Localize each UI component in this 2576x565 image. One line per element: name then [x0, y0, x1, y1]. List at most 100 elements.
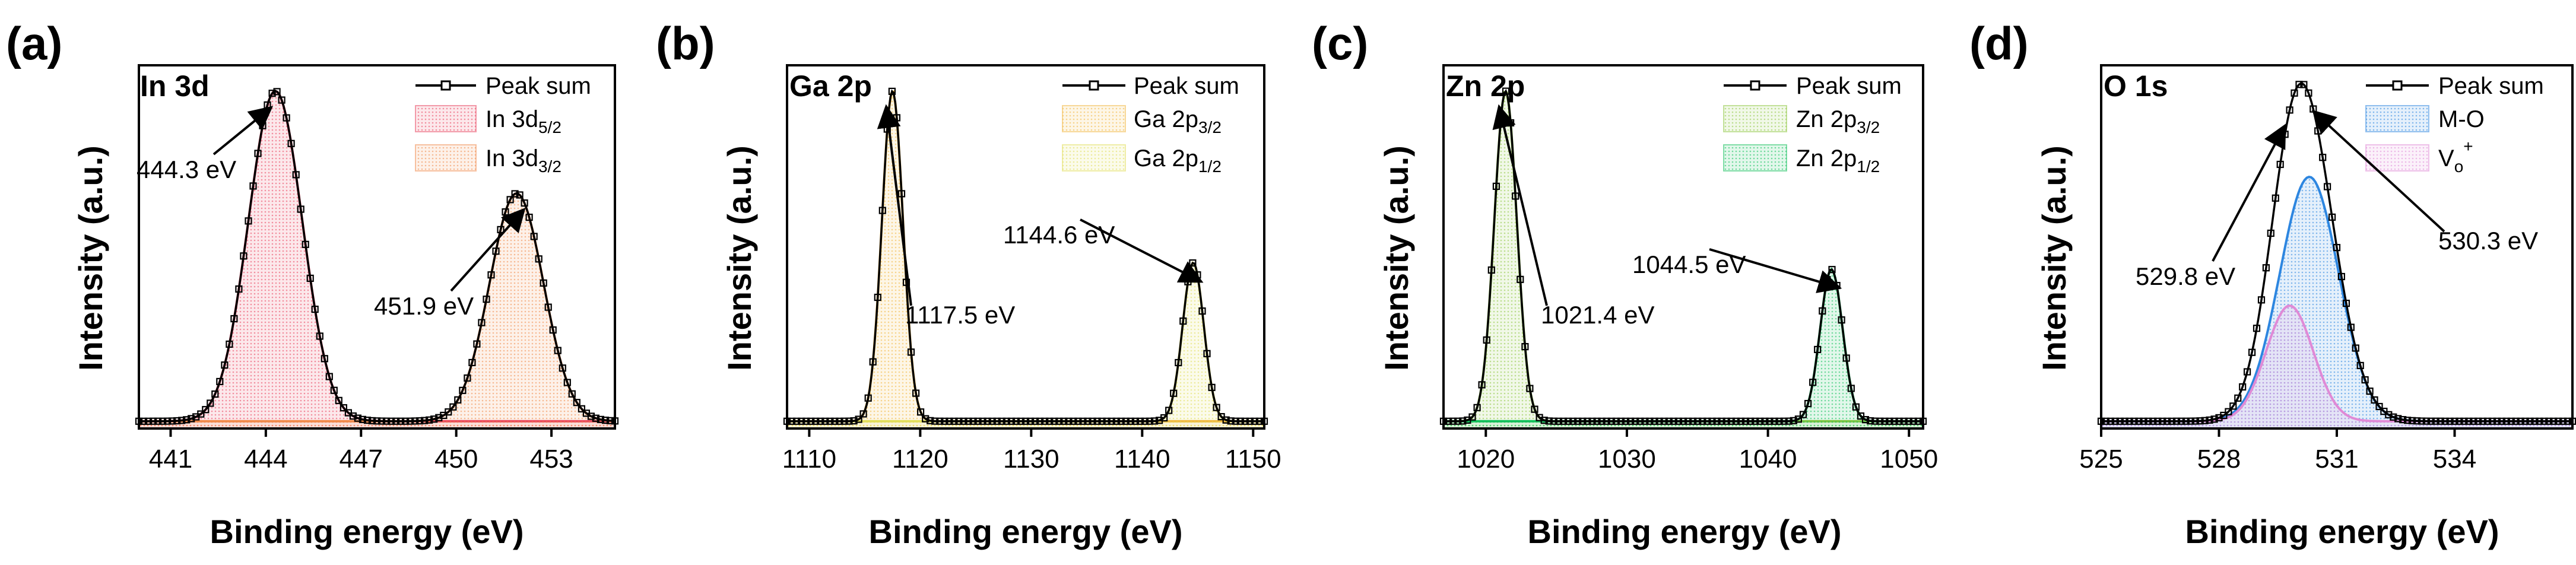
peak-sum-marker [1651, 417, 1658, 425]
peak-sum-marker [2531, 417, 2539, 425]
peak-sum-marker [1699, 417, 1706, 425]
peak-sum-marker [2564, 417, 2572, 425]
legend-swatch-1 [2365, 105, 2429, 132]
peak-sum-marker [521, 199, 528, 207]
plot-frame [1442, 64, 1924, 430]
peak-sum-marker [396, 417, 405, 425]
peak-sum-marker [254, 150, 262, 157]
annotation-peak-2: 1044.5 eV [1632, 250, 1746, 278]
x-tick-label: 1030 [1598, 445, 1656, 474]
legend-label-series-1: In 3d5/2 [486, 106, 561, 137]
peak-sum-marker [249, 182, 257, 190]
legend: Peak sum Ga 2p3/2 Ga 2p1/2 [1134, 73, 1239, 176]
peak-sum-marker [359, 415, 367, 423]
peak-sum-marker [1756, 417, 1764, 425]
x-tick-label: 1130 [1003, 445, 1059, 474]
peak-sum-marker [387, 417, 395, 425]
peak-sum-marker [960, 417, 967, 425]
peak-sum-marker [1881, 417, 1889, 425]
peak-sum-marker [979, 417, 986, 425]
peak-sum-marker [1165, 407, 1173, 414]
peak-sum-marker [2276, 160, 2284, 169]
y-axis-title: Intensity (a.u.) [1378, 145, 1415, 371]
legend-main-2: Zn 2p [1796, 145, 1857, 172]
peak-sum-marker [2196, 417, 2204, 425]
legend-label-series-2: In 3d3/2 [486, 145, 561, 176]
legend-label-series-2: Ga 2p1/2 [1134, 145, 1222, 176]
x-tick-label: 1050 [1880, 445, 1938, 474]
peak-sum-marker [1890, 417, 1898, 425]
x-tick-label: 528 [2197, 445, 2241, 474]
peak-sum-marker [563, 379, 571, 386]
peak-sum-marker [1003, 417, 1010, 425]
peak-sum-marker [993, 417, 1001, 425]
peak-sum-marker [1036, 417, 1044, 425]
plot-layer: 525 528 531 534 [2079, 64, 2576, 474]
legend-swatch-2 [1062, 144, 1126, 172]
peak-sum-marker [2272, 194, 2279, 202]
peak-sum-marker [1117, 417, 1125, 425]
peak-sum-marker [1684, 417, 1692, 425]
peak-sum-marker [2305, 89, 2312, 97]
peak-sum-marker [401, 417, 410, 425]
peak-sum-marker [1900, 417, 1908, 425]
legend-label-peak-sum: Peak sum [486, 73, 591, 99]
peak-sum-marker [1483, 336, 1490, 344]
peak-sum-marker [2498, 417, 2505, 425]
peak-sum-marker [1876, 417, 1884, 425]
peak-sum-marker [1847, 385, 1855, 392]
peak-sum-marker [154, 417, 162, 425]
peak-sum-marker [1255, 417, 1264, 425]
peak-sum-marker [1559, 417, 1568, 425]
peak-sum-marker [540, 279, 547, 287]
peak-sum-marker [525, 214, 533, 221]
peak-sum-marker [969, 417, 977, 425]
peak-sum-marker [1108, 417, 1115, 425]
peak-sum-marker [230, 315, 238, 323]
peak-sum-marker [316, 332, 323, 340]
peak-sum-marker [1775, 417, 1783, 425]
peak-sum-marker [2144, 417, 2152, 425]
x-axis-title: Binding energy (eV) [1528, 513, 1842, 550]
component-area-1 [139, 91, 615, 428]
peak-sum-marker [1093, 417, 1101, 425]
peak-sum-marker [1127, 417, 1135, 425]
peak-sum-marker [1012, 417, 1020, 425]
peak-sum-marker [1909, 417, 1917, 425]
peak-sum-marker [1838, 316, 1845, 324]
peak-sum-marker [1617, 417, 1625, 425]
annotation-arrow [2311, 110, 2445, 233]
peak-sum-marker [888, 87, 896, 95]
legend-main-1: Zn 2p [1796, 106, 1857, 132]
peak-sum-marker [2371, 396, 2378, 404]
peak-sum-marker [2475, 417, 2482, 425]
annotation-peak-2: 530.3 eV [2438, 227, 2538, 255]
peak-sum-marker [159, 417, 167, 425]
peak-sum-marker [377, 417, 386, 425]
peak-sum-marker [1799, 411, 1807, 418]
peak-sum-marker [464, 374, 471, 382]
peak-sum-marker [578, 405, 586, 412]
peak-sum-marker [2159, 417, 2166, 425]
peak-sum-marker [1766, 417, 1774, 425]
legend-label-series-1: M-O [2438, 106, 2485, 132]
legend-label-series-2: Zn 2p1/2 [1796, 145, 1880, 176]
peak-sum-marker [1747, 417, 1755, 425]
x-tick-label: 1140 [1114, 445, 1170, 474]
peak-sum-marker [1160, 414, 1168, 422]
plot-frame [138, 64, 616, 430]
peak-sum-marker [392, 417, 400, 425]
peak-sum-marker [855, 415, 862, 423]
x-tick-label: 444 [244, 445, 287, 474]
peak-sum-marker [2107, 417, 2114, 425]
peak-sum-marker [840, 417, 848, 425]
y-axis-title: Intensity (a.u.) [72, 145, 109, 371]
peak-sum-marker [1612, 417, 1620, 425]
peak-sum-marker [2432, 417, 2439, 425]
peak-sum-marker [216, 377, 224, 386]
peak-sum-marker [2267, 229, 2274, 237]
peak-sum-marker [1227, 417, 1235, 425]
peak-sum-marker [2319, 154, 2327, 161]
legend-label-peak-sum: Peak sum [1796, 73, 1902, 99]
peak-sum-marker [1574, 417, 1582, 425]
